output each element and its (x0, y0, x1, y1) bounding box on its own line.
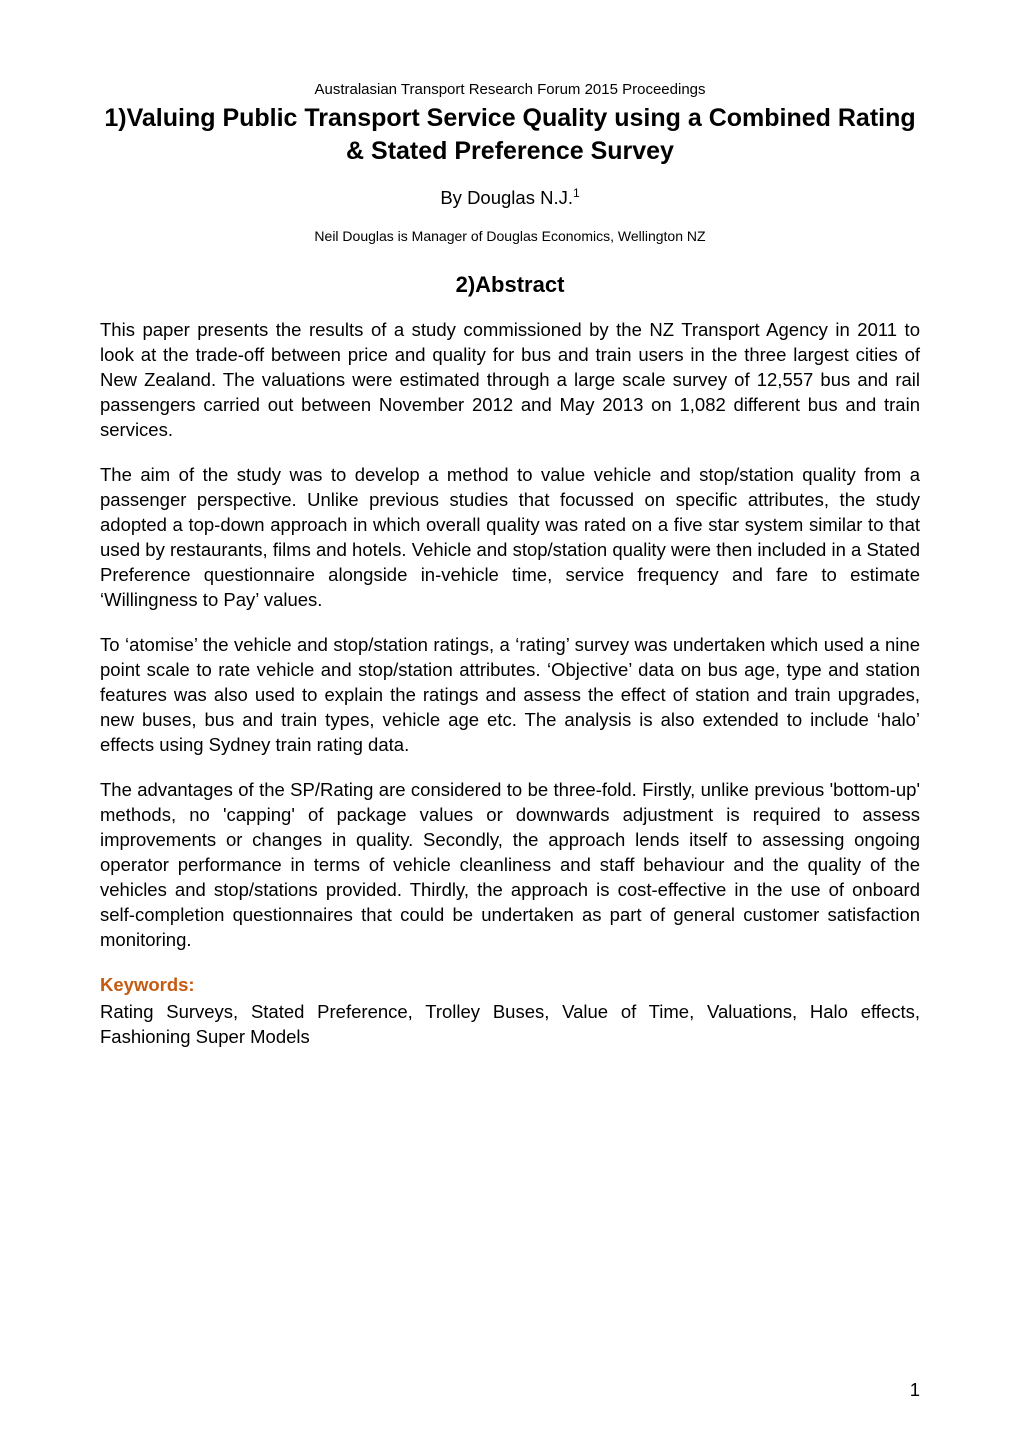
keywords-text: Rating Surveys, Stated Preference, Troll… (100, 1000, 920, 1050)
keywords-label: Keywords: (100, 973, 920, 998)
author-sup: 1 (573, 186, 580, 200)
affiliation-line: Neil Douglas is Manager of Douglas Econo… (100, 227, 920, 246)
abstract-heading-text: Abstract (475, 272, 564, 297)
abstract-paragraph-3: To ‘atomise’ the vehicle and stop/statio… (100, 633, 920, 758)
author-line: By Douglas N.J.1 (100, 185, 920, 211)
page-title: 1)Valuing Public Transport Service Quali… (100, 102, 920, 167)
abstract-paragraph-1: This paper presents the results of a stu… (100, 318, 920, 443)
abstract-paragraph-4: The advantages of the SP/Rating are cons… (100, 778, 920, 953)
page-number: 1 (910, 1378, 920, 1403)
proceedings-line: Australasian Transport Research Forum 20… (100, 80, 920, 100)
abstract-heading-prefix: 2) (456, 272, 476, 297)
title-main: Valuing Public Transport Service Quality… (127, 104, 916, 165)
title-prefix: 1) (104, 104, 126, 132)
abstract-heading: 2)Abstract (100, 270, 920, 300)
abstract-paragraph-2: The aim of the study was to develop a me… (100, 463, 920, 613)
author-name: Douglas N.J. (467, 187, 573, 208)
author-prefix: By (440, 187, 467, 208)
